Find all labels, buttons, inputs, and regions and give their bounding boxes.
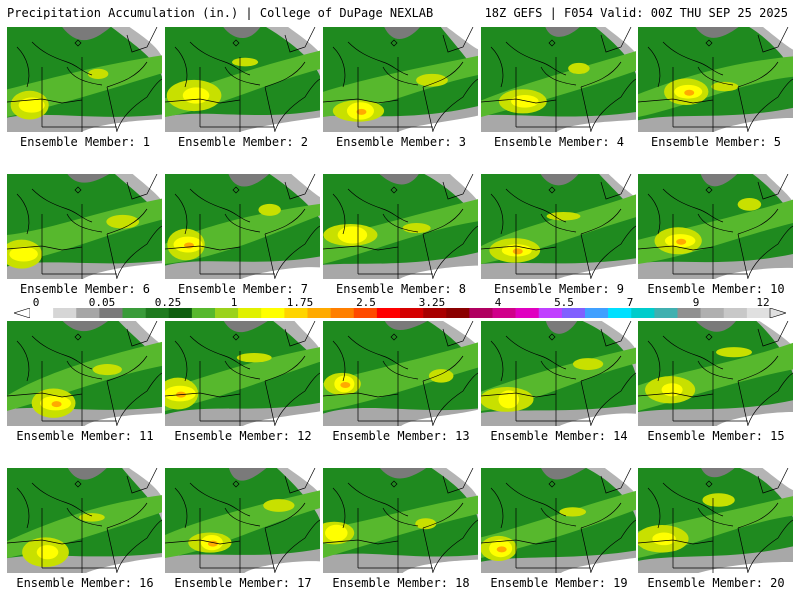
- colorbar-swatch: [723, 308, 748, 318]
- member-map-6: [7, 174, 162, 279]
- colorbar-swatch: [654, 308, 678, 318]
- colorbar-label: 0.05: [88, 296, 116, 309]
- colorbar-swatch: [400, 308, 424, 318]
- member-map-1: [7, 27, 162, 132]
- colorbar-swatch: [515, 308, 540, 318]
- member-label: Ensemble Member: 1: [19, 135, 151, 149]
- member-label: Ensemble Member: 18: [332, 576, 470, 590]
- member-label: Ensemble Member: 11: [16, 429, 154, 443]
- colorbar-label: 7: [626, 296, 634, 309]
- member-map-16: [7, 468, 162, 573]
- member-label: Ensemble Member: 19: [490, 576, 628, 590]
- colorbar-swatch: [238, 308, 262, 318]
- member-map-11: [7, 321, 162, 426]
- colorbar-swatch: [122, 308, 146, 318]
- member-map-9: [481, 174, 636, 279]
- colorbar-swatch: [700, 308, 725, 318]
- member-label: Ensemble Member: 15: [647, 429, 785, 443]
- member-map-8: [323, 174, 478, 279]
- member-map-2: [165, 27, 320, 132]
- colorbar-swatch: [631, 308, 655, 318]
- colorbar-label: 0: [32, 296, 40, 309]
- member-map-18: [323, 468, 478, 573]
- colorbar-label: 12: [756, 296, 770, 309]
- member-map-5: [638, 27, 793, 132]
- colorbar-label: 0.25: [154, 296, 182, 309]
- colorbar-swatch: [99, 308, 123, 318]
- colorbar-swatch: [469, 308, 493, 318]
- member-label: Ensemble Member: 10: [647, 282, 785, 296]
- member-map-17: [165, 468, 320, 573]
- member-label: Ensemble Member: 9: [493, 282, 625, 296]
- colorbar-swatch: [145, 308, 170, 318]
- member-label: Ensemble Member: 16: [16, 576, 154, 590]
- colorbar-label: 4: [494, 296, 502, 309]
- colorbar-label: 3.25: [418, 296, 446, 309]
- member-label: Ensemble Member: 4: [493, 135, 625, 149]
- member-map-12: [165, 321, 320, 426]
- colorbar-swatch: [168, 308, 193, 318]
- member-label: Ensemble Member: 7: [177, 282, 309, 296]
- colorbar-swatch: [585, 308, 609, 318]
- colorbar-label: 9: [692, 296, 700, 309]
- colorbar-swatch: [423, 308, 447, 318]
- member-map-7: [165, 174, 320, 279]
- colorbar-swatch: [353, 308, 378, 318]
- member-label: Ensemble Member: 5: [650, 135, 782, 149]
- colorbar-swatch: [330, 308, 355, 318]
- colorbar-swatch: [746, 308, 771, 318]
- colorbar-swatch: [284, 308, 308, 318]
- colorbar-swatch: [561, 308, 586, 318]
- member-label: Ensemble Member: 17: [174, 576, 312, 590]
- run-info: 18Z GEFS | F054 Valid: 00Z THU SEP 25 20…: [484, 6, 788, 20]
- colorbar-arrow-right: [769, 308, 786, 318]
- member-map-13: [323, 321, 478, 426]
- member-label: Ensemble Member: 2: [177, 135, 309, 149]
- colorbar-label: 1: [230, 296, 238, 309]
- member-label: Ensemble Member: 13: [332, 429, 470, 443]
- colorbar-swatch: [538, 308, 563, 318]
- member-label: Ensemble Member: 12: [174, 429, 312, 443]
- member-map-14: [481, 321, 636, 426]
- member-map-20: [638, 468, 793, 573]
- member-map-4: [481, 27, 636, 132]
- page-title: Precipitation Accumulation (in.) | Colle…: [7, 6, 434, 20]
- member-map-10: [638, 174, 793, 279]
- colorbar-label: 5.5: [554, 296, 574, 309]
- member-map-3: [323, 27, 478, 132]
- colorbar-swatch: [608, 308, 632, 318]
- member-map-19: [481, 468, 636, 573]
- colorbar-swatch: [376, 308, 401, 318]
- colorbar-swatch: [191, 308, 216, 318]
- colorbar-swatch: [30, 308, 54, 318]
- member-map-15: [638, 321, 793, 426]
- colorbar-swatch: [215, 308, 239, 318]
- colorbar-label: 2.5: [356, 296, 376, 309]
- colorbar-swatch: [307, 308, 331, 318]
- colorbar-swatch: [53, 308, 77, 318]
- colorbar: [14, 308, 786, 318]
- member-label: Ensemble Member: 3: [335, 135, 467, 149]
- colorbar-swatch: [76, 308, 100, 318]
- colorbar-swatch: [492, 308, 516, 318]
- colorbar-label: 1.75: [286, 296, 314, 309]
- member-label: Ensemble Member: 20: [647, 576, 785, 590]
- colorbar-arrow-left: [14, 308, 31, 318]
- colorbar-swatch: [677, 308, 701, 318]
- colorbar-swatch: [261, 308, 285, 318]
- member-label: Ensemble Member: 14: [490, 429, 628, 443]
- member-label: Ensemble Member: 8: [335, 282, 467, 296]
- colorbar-swatch: [446, 308, 470, 318]
- member-label: Ensemble Member: 6: [19, 282, 151, 296]
